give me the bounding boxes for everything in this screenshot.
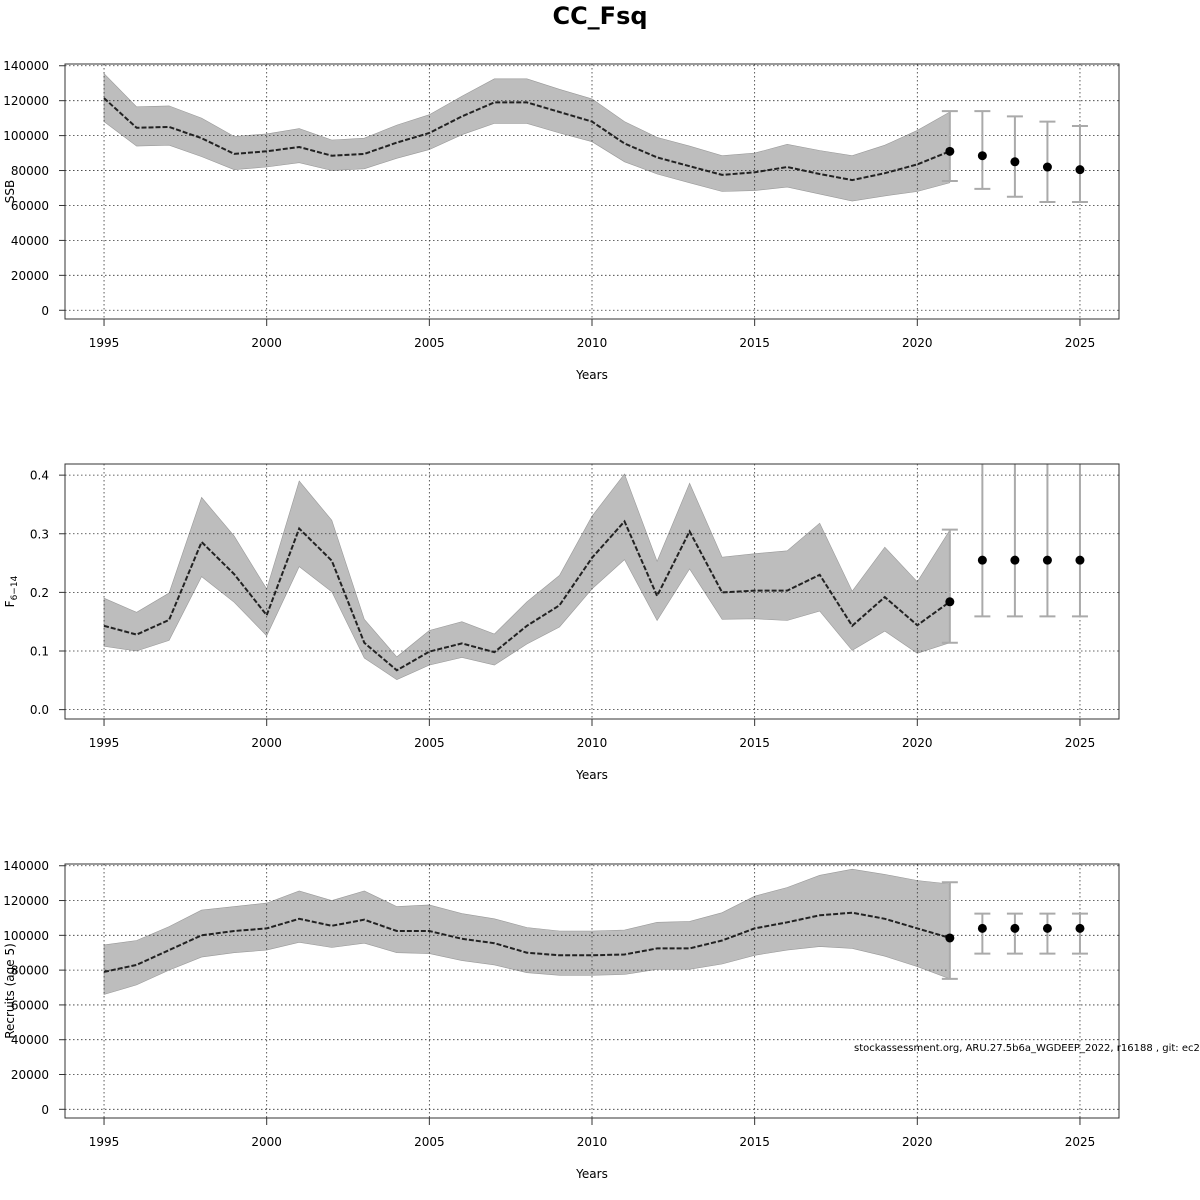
y-tick-label: 20000 [11, 1068, 49, 1082]
forecast-point [945, 146, 955, 156]
x-tick-label: 2010 [577, 336, 608, 350]
x-tick-label: 2010 [577, 736, 608, 750]
y-tick-label: 0.1 [30, 645, 49, 659]
x-tick-label: 2005 [414, 336, 445, 350]
forecast-point [1010, 157, 1020, 167]
x-axis-label: Years [575, 768, 608, 782]
y-axis-label: SSB [3, 180, 17, 203]
forecast-point [1075, 555, 1085, 565]
forecast-point [1010, 923, 1020, 933]
forecast-point [1075, 923, 1085, 933]
y-tick-label: 0 [41, 304, 49, 318]
x-tick-label: 2005 [414, 736, 445, 750]
forecast-point [977, 151, 987, 161]
x-tick-label: 2010 [577, 1135, 608, 1149]
y-tick-label: 100000 [3, 929, 49, 943]
x-tick-label: 2020 [902, 1135, 933, 1149]
y-tick-label: 40000 [11, 1033, 49, 1047]
x-tick-label: 2020 [902, 736, 933, 750]
y-axis-label-main: F [3, 600, 17, 607]
y-tick-label: 0.2 [30, 586, 49, 600]
forecast-point [945, 597, 955, 607]
plot-area [65, 64, 1119, 319]
x-tick-label: 2015 [739, 736, 770, 750]
y-tick-label: 0.0 [30, 703, 49, 717]
x-tick-label: 2025 [1065, 336, 1096, 350]
x-tick-label: 2015 [739, 1135, 770, 1149]
x-tick-label: 2005 [414, 1135, 445, 1149]
y-tick-label: 60000 [11, 199, 49, 213]
forecast-point [1010, 555, 1020, 565]
y-tick-label: 140000 [3, 859, 49, 873]
estimate-line [103, 911, 951, 973]
x-tick-label: 2000 [251, 1135, 282, 1149]
x-tick-label: 1995 [89, 336, 120, 350]
y-axis-label-main: Recruits (age 5) [3, 943, 17, 1039]
y-tick-label: 100000 [3, 129, 49, 143]
y-tick-label: 0.4 [30, 469, 49, 483]
x-tick-label: 1995 [89, 1135, 120, 1149]
y-tick-label: 40000 [11, 234, 49, 248]
y-tick-label: 60000 [11, 998, 49, 1012]
plot-area [65, 464, 1119, 719]
forecast-point [1042, 162, 1052, 172]
x-axis-label: Years [575, 1167, 608, 1181]
y-tick-label: 80000 [11, 164, 49, 178]
estimate-line [103, 519, 951, 672]
forecast-point [977, 555, 987, 565]
footnote: stockassessment.org, ARU.27.5b6a_WGDEEP_… [854, 1043, 1200, 1054]
x-tick-label: 2015 [739, 336, 770, 350]
y-tick-label: 0 [41, 1103, 49, 1117]
y-tick-label: 20000 [11, 269, 49, 283]
y-tick-label: 120000 [3, 894, 49, 908]
forecast-point [1075, 165, 1085, 175]
plot-frame [64, 863, 1120, 1119]
y-axis-label-main: SSB [3, 180, 17, 203]
y-tick-label: 80000 [11, 964, 49, 978]
x-tick-label: 2025 [1065, 736, 1096, 750]
plot-area [65, 864, 1119, 1118]
x-tick-label: 2020 [902, 336, 933, 350]
panel-ssb: 1995 2000 2005 2010 2015 2020 2025 Years 0 20000 4… [3, 59, 1120, 382]
y-tick-label: 0.3 [30, 527, 49, 541]
confidence-band [103, 473, 951, 681]
x-axis-label: Years [575, 368, 608, 382]
estimate-line [103, 97, 951, 182]
panel-fbar: 1995 2000 2005 2010 2015 2020 2025 Years 0.0 0.1 0… [3, 463, 1120, 782]
y-axis-label: Recruits (age 5) [3, 943, 17, 1039]
confidence-band [103, 72, 951, 202]
forecast-point [1042, 923, 1052, 933]
y-axis-label: F6−14 [3, 575, 20, 607]
x-tick-label: 2025 [1065, 1135, 1096, 1149]
chart-title: CC_Fsq [552, 2, 648, 30]
y-tick-label: 140000 [3, 59, 49, 73]
x-tick-label: 2000 [251, 336, 282, 350]
y-axis-label-subscript: 6−14 [10, 575, 20, 600]
panel-recruits: 1995 2000 2005 2010 2015 2020 2025 Years 0 20000 4… [3, 859, 1120, 1181]
forecast-point [1042, 555, 1052, 565]
x-tick-label: 1995 [89, 736, 120, 750]
y-tick-label: 120000 [3, 94, 49, 108]
forecast-point [977, 923, 987, 933]
x-tick-label: 2000 [251, 736, 282, 750]
forecast-point [945, 933, 955, 943]
